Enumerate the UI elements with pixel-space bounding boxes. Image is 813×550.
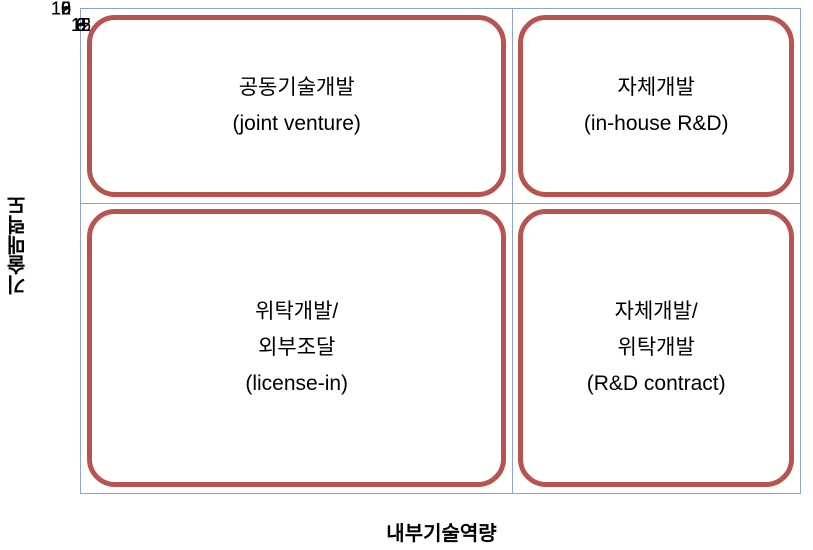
quadrant-bottom-left: 위탁개발/ 외부조달 (license-in) bbox=[87, 209, 506, 487]
quadrant-label: (license-in) bbox=[245, 366, 348, 402]
quadrant-chart: 기술매력도 공동기술개발 (joint venture) 자체개발 (in-ho… bbox=[0, 0, 813, 550]
plot-area: 공동기술개발 (joint venture) 자체개발 (in-house R&… bbox=[80, 8, 801, 494]
quadrant-label: 공동기술개발 bbox=[239, 70, 355, 106]
grid-vline bbox=[512, 9, 513, 493]
quadrant-label: 위탁개발 bbox=[618, 330, 695, 366]
x-tick-label: 15 bbox=[71, 9, 91, 36]
grid-hline bbox=[81, 203, 800, 204]
x-axis-title: 내부기술역량 bbox=[80, 517, 803, 546]
quadrant-top-right: 자체개발 (in-house R&D) bbox=[518, 15, 794, 197]
quadrant-label: 자체개발 bbox=[618, 70, 695, 106]
plot-border: 공동기술개발 (joint venture) 자체개발 (in-house R&… bbox=[80, 8, 801, 494]
quadrant-label: 위탁개발/ bbox=[255, 294, 338, 330]
quadrant-label: 외부조달 bbox=[258, 330, 335, 366]
quadrant-label: (joint venture) bbox=[233, 106, 361, 142]
quadrant-label: (in-house R&D) bbox=[584, 106, 729, 142]
quadrant-label: 자체개발/ bbox=[615, 294, 698, 330]
quadrant-label: (R&D contract) bbox=[587, 366, 726, 402]
quadrant-top-left: 공동기술개발 (joint venture) bbox=[87, 15, 506, 197]
quadrant-bottom-right: 자체개발/ 위탁개발 (R&D contract) bbox=[518, 209, 794, 487]
y-axis-title: 기술매력도 bbox=[4, 0, 32, 490]
